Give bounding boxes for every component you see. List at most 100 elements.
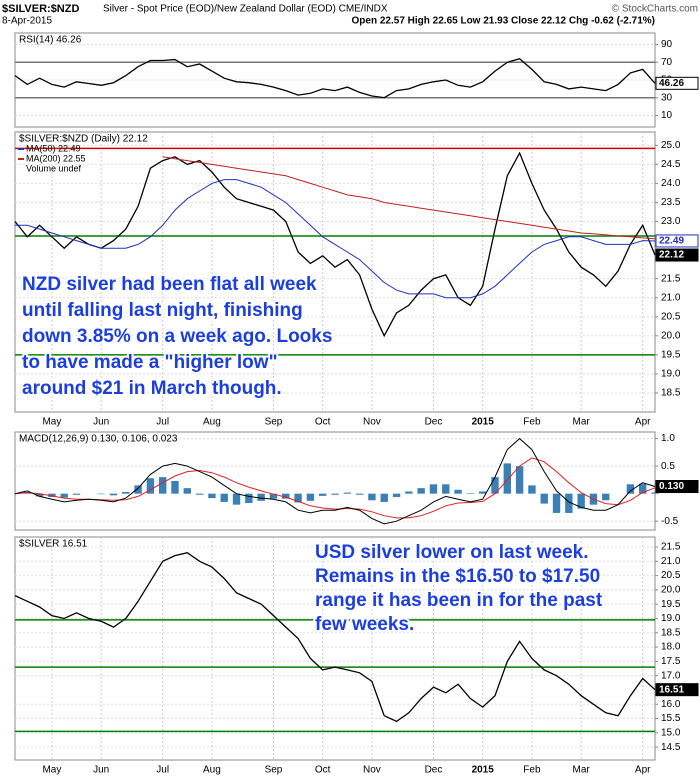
x-tick-label: Mar [573,765,591,776]
y-tick-label: 25.0 [661,140,681,151]
annotation: until falling last night, finishing [22,300,303,321]
histogram-bar [35,493,44,497]
x-tick-label: Jun [93,765,109,776]
end-label: 46.26 [659,78,684,89]
histogram-bar [343,492,351,494]
series-line [14,552,656,723]
y-tick-label: 15.0 [661,727,681,738]
histogram-bar [639,483,647,494]
panel-title: RSI(14) 46.26 [19,35,82,46]
histogram-bar [183,488,191,494]
y-tick-label: 17.5 [661,656,681,667]
annotation: range it has been in for the past [315,590,603,611]
series-line [14,437,656,525]
histogram-bar [195,493,204,495]
series-line [14,151,656,338]
y-tick-label: 20.5 [661,311,681,322]
histogram-bar [368,493,376,501]
annotation: Remains in the $16.50 to $17.50 [315,566,600,587]
histogram-bar [405,491,413,494]
description: Silver - Spot Price (EOD)/New Zealand Do… [103,4,388,15]
histogram-bar [319,493,327,496]
histogram-bar [331,493,339,495]
annotation: few weeks. [315,614,414,635]
y-tick-label: 24.5 [661,159,681,170]
y-tick-label: 90 [661,39,673,50]
y-tick-label: 20.5 [661,570,681,581]
x-tick-label: Feb [523,417,541,428]
legend-entry: MA(50) 22.49 [26,143,81,153]
y-tick-label: 70 [661,57,673,68]
watermark: © StockCharts.com [612,4,698,15]
legend-note: Volume undef [26,163,82,173]
histogram-bar [417,488,425,494]
y-tick-label: 16.0 [661,699,681,710]
x-tick-label: Sep [265,765,283,776]
y-tick-label: 1.0 [661,433,675,444]
annotation: NZD silver had been flat all week [22,274,317,295]
histogram-bar [466,493,475,494]
y-tick-label: 19.0 [661,613,681,624]
annotation: down 3.85% on a week ago. Looks [22,326,332,347]
end-label: 16.51 [659,684,684,695]
histogram-bar [72,493,81,495]
x-tick-label: Jun [93,417,109,428]
panel-frame [14,131,656,413]
annotation: USD silver lower on last week. [315,542,589,563]
histogram-bar [528,485,536,494]
histogram-bar [602,493,610,501]
y-tick-label: 18.0 [661,642,681,653]
y-tick-label: 15.5 [661,713,681,724]
x-tick-label: Mar [573,417,591,428]
y-tick-label: 20.0 [661,330,681,341]
x-tick-label: Apr [635,765,651,776]
y-tick-label: 21.5 [661,273,681,284]
y-tick-label: 23.0 [661,216,681,227]
end-label-box [655,248,699,262]
histogram-bar [306,493,315,501]
x-tick-label: Sep [265,417,283,428]
x-tick-label: Aug [203,765,221,776]
y-tick-label: 0.5 [661,461,675,472]
series-line [15,179,656,299]
annotation: around $21 in March though. [22,378,282,399]
symbol: $SILVER:$NZD [2,3,79,15]
x-tick-label: Dec [425,417,443,428]
panel-frame [14,431,656,531]
histogram-bar [540,493,548,504]
x-tick-label: Apr [635,417,651,428]
y-tick-label: 10 [661,110,673,121]
series-line [14,57,656,99]
histogram-bar [515,466,524,494]
histogram-bar [577,493,585,509]
end-label-box [655,76,699,90]
y-tick-label: 19.5 [661,349,681,360]
end-label: 0.130 [659,481,684,492]
histogram-bar [122,492,130,494]
y-tick-label: 21.5 [661,542,681,553]
histogram-bar [442,484,450,494]
histogram-bar [257,493,265,501]
histogram-bar [146,478,155,494]
histogram-bar [565,493,573,513]
x-tick-label: 2015 [472,765,495,776]
x-tick-label: May [42,417,61,428]
x-tick-label: Aug [203,417,221,428]
y-tick-label: 20.0 [661,585,681,596]
y-tick-label: 19.0 [661,369,681,380]
date: 8-Apr-2015 [2,16,52,27]
histogram-bar [60,493,68,498]
histogram-bar [282,493,290,499]
histogram-bar [220,493,228,502]
end-label-box [655,480,699,494]
histogram-bar [491,477,499,494]
histogram-bar [454,489,462,494]
x-tick-label: Feb [523,765,541,776]
histogram-bar [97,493,105,495]
end-label: 22.12 [659,250,684,261]
y-tick-label: 30 [661,92,673,103]
x-tick-label: Oct [315,417,331,428]
annotation: to have made a "higher low" [22,352,278,373]
histogram-bar [171,481,179,494]
